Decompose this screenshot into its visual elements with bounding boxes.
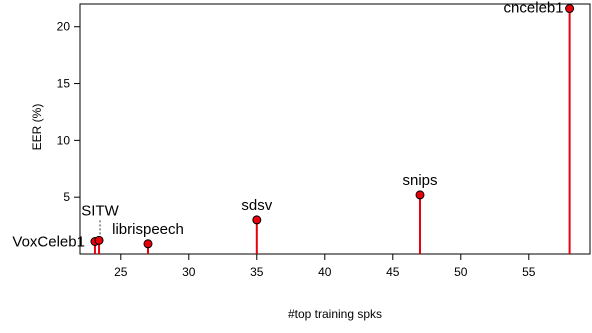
x-tick-label: 25 bbox=[114, 265, 128, 279]
plot-border bbox=[79, 3, 591, 255]
y-tick-label: 5 bbox=[63, 190, 70, 204]
y-axis-label: EER (%) bbox=[30, 104, 44, 151]
point-label-voxceleb1: VoxCeleb1 bbox=[12, 234, 85, 251]
point-labels: VoxCeleb1 SITW librispeech sdsv snips cnceleb… bbox=[12, 0, 564, 251]
point-label-sdsv: sdsv bbox=[241, 197, 272, 214]
x-tick-label: 40 bbox=[318, 265, 332, 279]
plot-frame bbox=[79, 3, 591, 255]
stems bbox=[93, 8, 571, 254]
x-tick-label: 55 bbox=[522, 265, 536, 279]
y-tick-label: 15 bbox=[57, 77, 71, 91]
markers bbox=[90, 4, 575, 249]
point-label-cnceleb1: cnceleb1 bbox=[504, 0, 564, 17]
point-label-sitw: SITW bbox=[81, 202, 119, 219]
x-axis-label: #top training spks bbox=[288, 307, 382, 321]
point-label-librispeech: librispeech bbox=[112, 221, 184, 238]
point-label-snips: snips bbox=[402, 172, 437, 189]
y-tick-label: 10 bbox=[57, 133, 71, 147]
x-tick-label: 50 bbox=[454, 265, 468, 279]
x-tick-label: 35 bbox=[250, 265, 264, 279]
y-axis: 5 10 15 20 bbox=[57, 20, 80, 204]
marker-snips bbox=[415, 190, 425, 200]
x-axis: 25 30 35 40 45 50 55 bbox=[114, 254, 536, 279]
marker-cnceleb1 bbox=[565, 4, 575, 14]
marker-librispeech bbox=[143, 239, 153, 249]
y-tick-label: 20 bbox=[57, 20, 71, 34]
marker-sdsv bbox=[252, 215, 262, 225]
marker-sitw bbox=[94, 235, 104, 245]
x-tick-label: 45 bbox=[386, 265, 400, 279]
x-tick-label: 30 bbox=[182, 265, 196, 279]
